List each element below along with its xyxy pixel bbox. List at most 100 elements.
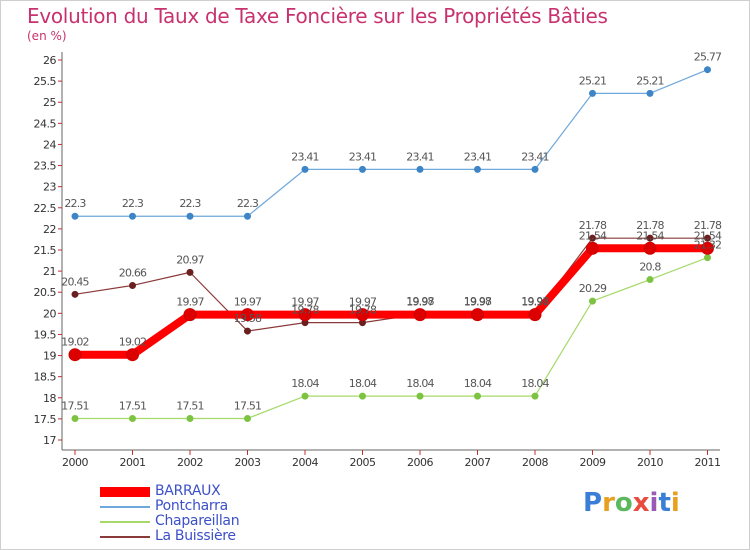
data-point-chapareillan — [589, 297, 596, 305]
x-tick-label: 2011 — [695, 456, 721, 469]
logo-letter: r — [602, 488, 615, 518]
data-point-chapareillan — [531, 392, 539, 400]
data-label-chapareillan: 21.32 — [694, 239, 722, 252]
x-tick-label: 2002 — [177, 456, 203, 469]
series-line-chapareillan — [75, 257, 708, 420]
data-point-chapareillan — [704, 254, 711, 262]
legend-label: Chapareillan — [155, 513, 240, 529]
data-point-la-buissi-re — [244, 327, 251, 335]
logo-letter: i — [649, 488, 659, 518]
data-point-chapareillan — [646, 276, 654, 284]
data-label-la-buissi-re: 21.78 — [694, 219, 722, 232]
data-label-pontcharra: 23.41 — [521, 150, 549, 163]
y-tick-label: 19 — [43, 350, 56, 363]
data-point-barraux — [298, 308, 312, 322]
data-point-barraux — [241, 308, 254, 322]
y-tick-label: 20 — [43, 307, 56, 320]
data-label-chapareillan: 18.04 — [406, 377, 434, 390]
data-point-barraux — [68, 348, 82, 362]
data-point-chapareillan — [301, 392, 309, 400]
y-tick-label: 25 — [43, 96, 56, 109]
data-point-pontcharra — [301, 165, 309, 173]
data-label-pontcharra: 22.3 — [64, 197, 86, 210]
data-label-pontcharra: 23.41 — [349, 150, 377, 163]
y-tick-label: 17 — [43, 434, 56, 447]
data-point-chapareillan — [474, 392, 481, 400]
legend-item-la-buissi-re: La Buissière — [100, 529, 239, 544]
data-point-barraux — [586, 241, 599, 255]
x-tick-label: 2007 — [465, 456, 491, 469]
data-label-la-buissi-re: 21.78 — [579, 219, 607, 232]
y-tick-label: 24.5 — [34, 117, 57, 130]
legend-swatch — [100, 520, 150, 523]
y-tick-label: 23.5 — [34, 160, 57, 173]
x-tick-label: 2005 — [350, 456, 376, 469]
data-point-pontcharra — [71, 212, 79, 220]
data-label-pontcharra: 25.77 — [694, 51, 722, 64]
data-label-barraux: 19.97 — [234, 296, 262, 309]
data-point-pontcharra — [129, 212, 136, 220]
data-point-chapareillan — [244, 414, 251, 422]
data-label-barraux: 21.54 — [636, 229, 664, 242]
data-label-la-buissi-re: 19.98 — [464, 295, 492, 308]
data-point-chapareillan — [186, 414, 194, 422]
y-tick-label: 18 — [43, 392, 56, 405]
legend-item-chapareillan: Chapareillan — [100, 513, 240, 529]
y-tick-label: 21 — [43, 265, 56, 278]
data-point-barraux — [701, 241, 714, 255]
data-label-barraux: 19.02 — [119, 336, 147, 349]
data-label-pontcharra: 23.41 — [291, 150, 319, 163]
data-label-chapareillan: 20.29 — [579, 282, 607, 295]
y-tick-label: 22.5 — [34, 202, 57, 215]
x-tick-label: 2006 — [407, 456, 433, 469]
x-tick-label: 2010 — [637, 456, 663, 469]
data-label-chapareillan: 20.8 — [639, 261, 661, 274]
data-label-chapareillan: 18.04 — [349, 377, 377, 390]
data-label-pontcharra: 25.21 — [579, 74, 607, 87]
data-label-pontcharra: 22.3 — [179, 197, 201, 210]
data-point-chapareillan — [359, 392, 366, 400]
legend-swatch — [100, 505, 150, 508]
data-label-barraux: 19.97 — [291, 296, 319, 309]
data-label-la-buissi-re: 20.97 — [176, 253, 204, 266]
data-point-barraux — [356, 308, 369, 322]
data-label-la-buissi-re: 19.98 — [406, 295, 434, 308]
data-label-barraux: 21.54 — [579, 229, 607, 242]
x-tick-label: 2001 — [120, 456, 146, 469]
series-line-pontcharra — [75, 69, 708, 217]
data-point-la-buissi-re — [129, 281, 136, 289]
data-label-barraux: 19.97 — [349, 296, 377, 309]
data-label-chapareillan: 18.04 — [521, 377, 549, 390]
y-tick-label: 18.5 — [34, 371, 57, 384]
data-label-chapareillan: 17.51 — [119, 399, 147, 412]
data-label-la-buissi-re: 19.78 — [349, 304, 377, 317]
data-label-barraux: 19.97 — [406, 296, 434, 309]
data-point-la-buissi-re — [71, 290, 79, 298]
proxiti-logo[interactable]: Proxiti — [583, 488, 680, 518]
y-tick-label: 19.5 — [34, 328, 57, 341]
x-tick-label: 2003 — [235, 456, 261, 469]
y-tick-label: 23 — [43, 181, 56, 194]
logo-letter: P — [583, 488, 603, 518]
data-point-chapareillan — [129, 414, 136, 422]
data-label-la-buissi-re: 20.45 — [61, 275, 89, 288]
logo-letter: o — [614, 488, 633, 518]
data-point-la-buissi-re — [646, 234, 654, 242]
x-tick-label: 2008 — [522, 456, 548, 469]
unit-label: (en %) — [27, 29, 67, 43]
legend-label: BARRAUX — [155, 483, 221, 499]
data-label-barraux: 19.97 — [464, 296, 492, 309]
chart-title: Evolution du Taux de Taxe Foncière sur l… — [27, 4, 608, 28]
legend-swatch — [100, 535, 150, 538]
data-point-pontcharra — [244, 212, 251, 220]
logo-letter: i — [670, 488, 680, 518]
data-label-chapareillan: 18.04 — [291, 377, 319, 390]
y-tick-label: 26 — [43, 54, 56, 67]
data-point-la-buissi-re — [589, 234, 596, 242]
data-point-la-buissi-re — [186, 268, 194, 276]
y-tick-label: 21.5 — [34, 244, 57, 257]
x-tick-label: 2009 — [580, 456, 606, 469]
data-point-pontcharra — [704, 66, 711, 74]
